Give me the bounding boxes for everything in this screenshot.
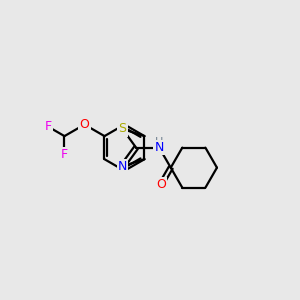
Text: N: N bbox=[154, 141, 164, 154]
Text: O: O bbox=[80, 118, 89, 131]
Text: S: S bbox=[118, 122, 127, 136]
Text: N: N bbox=[118, 160, 127, 173]
Text: O: O bbox=[156, 178, 166, 191]
Text: H: H bbox=[155, 137, 164, 147]
Text: F: F bbox=[61, 148, 68, 161]
Text: F: F bbox=[45, 120, 52, 134]
